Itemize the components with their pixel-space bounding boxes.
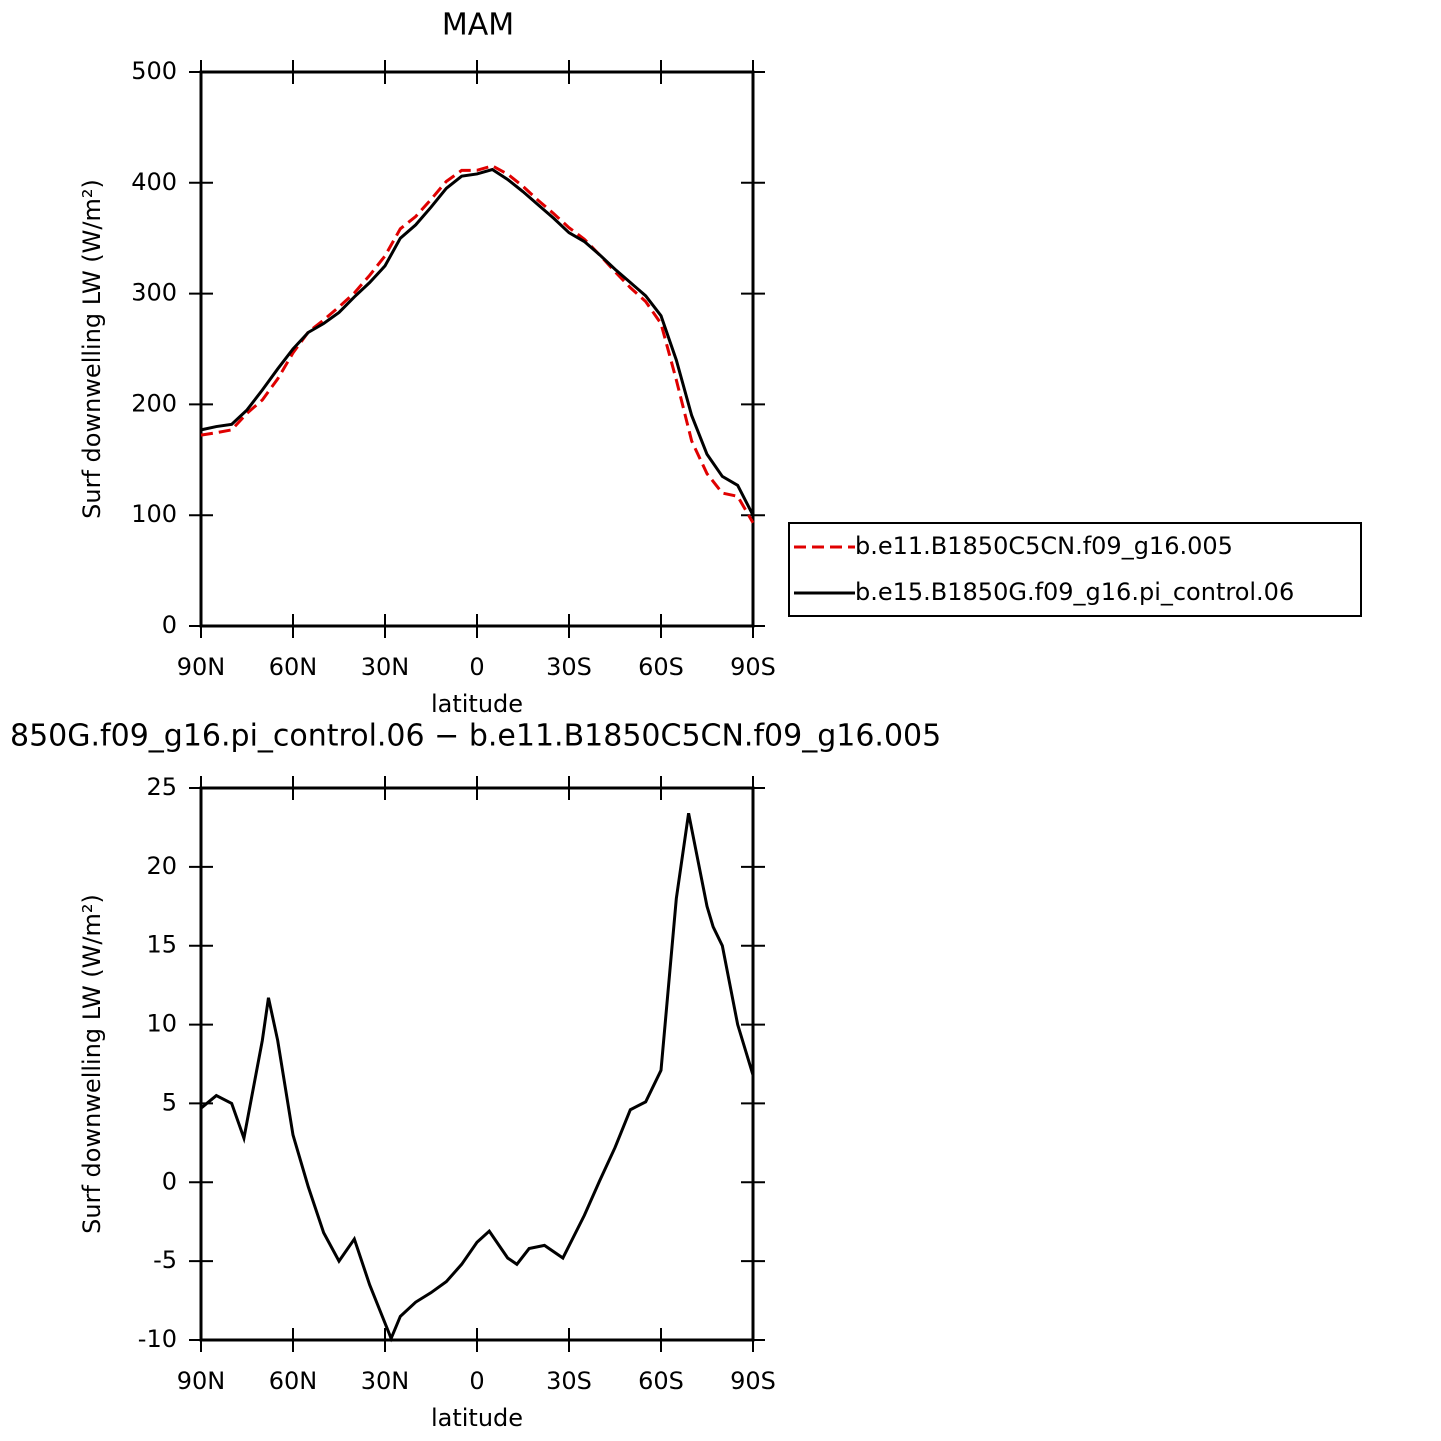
y-tick-label: 15 [146,931,177,959]
x-tick-label: 90S [730,653,776,681]
y-tick-label: 0 [162,611,177,639]
legend-label: b.e11.B1850C5CN.f09_g16.005 [855,532,1233,560]
x-tick-label: 90N [177,1367,226,1395]
series-line [200,164,755,524]
chart-title: 850G.f09_g16.pi_control.06 − b.e11.B1850… [10,719,941,754]
chart-title: MAM [442,8,514,43]
y-tick-label: 400 [131,168,177,196]
x-tick-label: 90N [177,653,226,681]
x-axis-label: latitude [431,690,523,718]
legend-label: b.e15.B1850G.f09_g16.pi_control.06 [855,578,1294,606]
x-tick-label: 60N [269,1367,318,1395]
y-tick-label: 200 [131,389,177,417]
series-line [200,167,755,516]
y-tick-label: 25 [146,773,177,801]
x-tick-label: 90S [730,1367,776,1395]
legend-box [788,522,1362,617]
y-tick-label: 300 [131,279,177,307]
x-tick-label: 30S [546,1367,592,1395]
plot-frame [199,786,755,1342]
y-axis-label: Surf downwelling LW (W/m²) [78,894,106,1234]
x-tick-label: 60N [269,653,318,681]
x-axis-label: latitude [431,1404,523,1432]
y-tick-label: 5 [162,1088,177,1116]
x-tick-label: 60S [638,1367,684,1395]
y-tick-label: 500 [131,57,177,85]
series-line [200,812,755,1343]
x-tick-label: 0 [469,1367,484,1395]
plot-frame [199,70,755,628]
y-tick-label: 0 [162,1167,177,1195]
x-tick-label: 60S [638,653,684,681]
x-tick-label: 0 [469,653,484,681]
y-tick-label: -10 [138,1325,177,1353]
x-tick-label: 30S [546,653,592,681]
y-tick-label: 10 [146,1010,177,1038]
y-tick-label: -5 [153,1246,177,1274]
y-tick-label: 20 [146,852,177,880]
x-tick-label: 30N [361,653,410,681]
y-axis-label: Surf downwelling LW (W/m²) [78,179,106,519]
x-tick-label: 30N [361,1367,410,1395]
y-tick-label: 100 [131,500,177,528]
